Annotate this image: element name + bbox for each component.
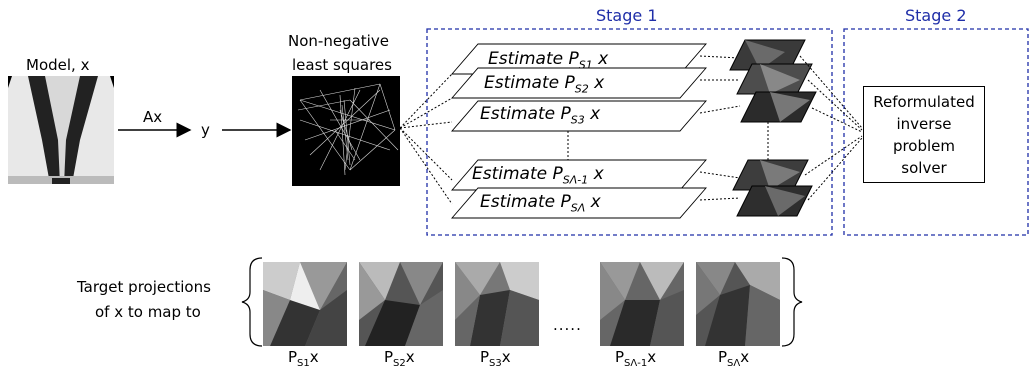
estimate-label-1: Estimate PS1 x — [488, 49, 609, 72]
projection-sub: S3 — [489, 358, 502, 369]
model-image — [8, 76, 114, 184]
nnls-image — [292, 76, 400, 186]
projection-suffix: x — [647, 348, 657, 366]
estimate-sub: S2 — [574, 82, 589, 96]
stage1-title: Stage 1 — [596, 6, 658, 25]
projection-label-5: PSΛx — [718, 348, 750, 369]
estimate-label-5: Estimate PSΛ x — [480, 192, 601, 215]
solver-line3: solver — [901, 158, 947, 177]
estimate-suffix: x — [590, 192, 601, 212]
projection-image-1 — [263, 262, 347, 346]
estimate-sub: SΛ — [570, 201, 586, 215]
target-label-line1: Target projections — [77, 278, 211, 296]
estimate-plane-2 — [451, 67, 707, 99]
model-label: Model, x — [26, 56, 90, 74]
estimate-word: Estimate — [472, 164, 548, 184]
solver-line1: Reformulated — [873, 92, 975, 111]
estimate-planes — [451, 43, 707, 219]
right-brace — [781, 257, 803, 347]
projection-image-2 — [359, 262, 443, 346]
output-label: y — [201, 121, 210, 139]
estimate-sub: S1 — [578, 58, 593, 72]
projection-suffix: x — [740, 348, 750, 366]
projection-image-3 — [455, 262, 539, 346]
estimate-plane-3 — [451, 100, 707, 132]
stack-upper — [729, 39, 817, 123]
estimate-suffix: x — [590, 104, 601, 124]
estimate-word: Estimate — [480, 192, 556, 212]
estimate-suffix: x — [594, 73, 605, 93]
solver-box: Reformulated inverse problem solver — [863, 86, 985, 183]
stage1-box — [426, 28, 833, 236]
operator-label: Ax — [143, 108, 163, 126]
estimate-label-4: Estimate PSΛ-1 x — [472, 164, 604, 187]
left-brace — [241, 257, 263, 347]
projection-sub: SΛ — [727, 358, 741, 369]
target-label-line2: of x to map to — [95, 303, 201, 321]
nnls-label-line1: Non-negative — [288, 32, 389, 50]
projection-label-3: PS3x — [480, 348, 511, 369]
estimate-suffix: x — [593, 164, 604, 184]
projection-label-4: PSΛ-1x — [615, 348, 657, 369]
stack-to-solver-lines — [799, 55, 863, 201]
estimate-to-stack-lines — [699, 55, 741, 201]
estimate-sub: SΛ-1 — [562, 173, 589, 187]
projection-image-5 — [696, 262, 780, 346]
estimate-word: Estimate — [488, 49, 564, 69]
estimate-label-3: Estimate PS3 x — [480, 104, 601, 127]
projection-suffix: x — [405, 348, 415, 366]
stage2-box — [843, 28, 1029, 236]
nnls-fan-lines — [399, 73, 453, 205]
estimate-word: Estimate — [480, 104, 556, 124]
projection-label-2: PS2x — [384, 348, 415, 369]
solver-line2: inverse problem — [892, 114, 956, 155]
stage2-title: Stage 2 — [905, 6, 967, 25]
estimate-label-2: Estimate PS2 x — [484, 73, 605, 96]
projection-ellipsis: ..... — [553, 316, 582, 334]
nnls-label-line2: least squares — [292, 56, 392, 74]
estimate-plane-5 — [451, 187, 707, 219]
estimate-sub: S3 — [570, 113, 585, 127]
projection-sub: S2 — [393, 358, 406, 369]
estimate-word: Estimate — [484, 73, 560, 93]
projection-suffix: x — [309, 348, 319, 366]
projection-image-4 — [600, 262, 684, 346]
projection-sub: S1 — [297, 358, 310, 369]
projection-sub: SΛ-1 — [624, 358, 648, 369]
estimate-suffix: x — [598, 49, 609, 69]
projection-label-1: PS1x — [288, 348, 319, 369]
projection-suffix: x — [501, 348, 511, 366]
stack-lower — [732, 159, 813, 217]
